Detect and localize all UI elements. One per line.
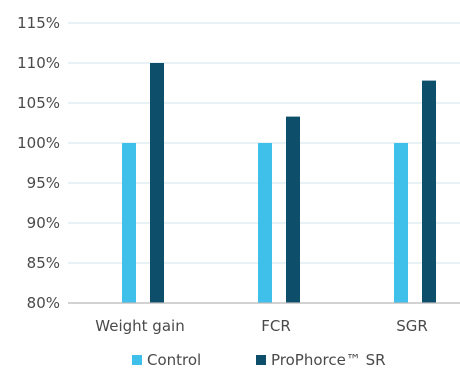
y-axis-tick-labels: 80% 85% 90% 95% 100% 105% 110% 115% xyxy=(17,14,60,312)
x-category-label: FCR xyxy=(261,317,291,335)
legend-label-prophorce: ProPhorce™ SR xyxy=(271,351,386,369)
y-tick-label: 110% xyxy=(17,54,60,72)
legend-label-control: Control xyxy=(147,351,201,369)
legend-swatch-prophorce xyxy=(256,355,266,365)
y-tick-label: 105% xyxy=(17,94,60,112)
bar-prophorce-1 xyxy=(286,116,300,303)
bars xyxy=(122,63,436,303)
bar-control-1 xyxy=(258,143,272,303)
y-tick-label: 80% xyxy=(27,294,60,312)
bar-prophorce-0 xyxy=(150,63,164,303)
legend: Control ProPhorce™ SR xyxy=(132,351,386,369)
y-tick-label: 85% xyxy=(27,254,60,272)
y-tick-label: 115% xyxy=(17,14,60,32)
y-tick-label: 90% xyxy=(27,214,60,232)
legend-swatch-control xyxy=(132,355,142,365)
x-category-label: SGR xyxy=(396,317,428,335)
y-tick-label: 100% xyxy=(17,134,60,152)
bar-control-0 xyxy=(122,143,136,303)
bar-control-2 xyxy=(394,143,408,303)
x-category-label: Weight gain xyxy=(95,317,184,335)
y-tick-label: 95% xyxy=(27,174,60,192)
x-axis-category-labels: Weight gain FCR SGR xyxy=(95,317,428,335)
bar-prophorce-2 xyxy=(422,80,436,303)
